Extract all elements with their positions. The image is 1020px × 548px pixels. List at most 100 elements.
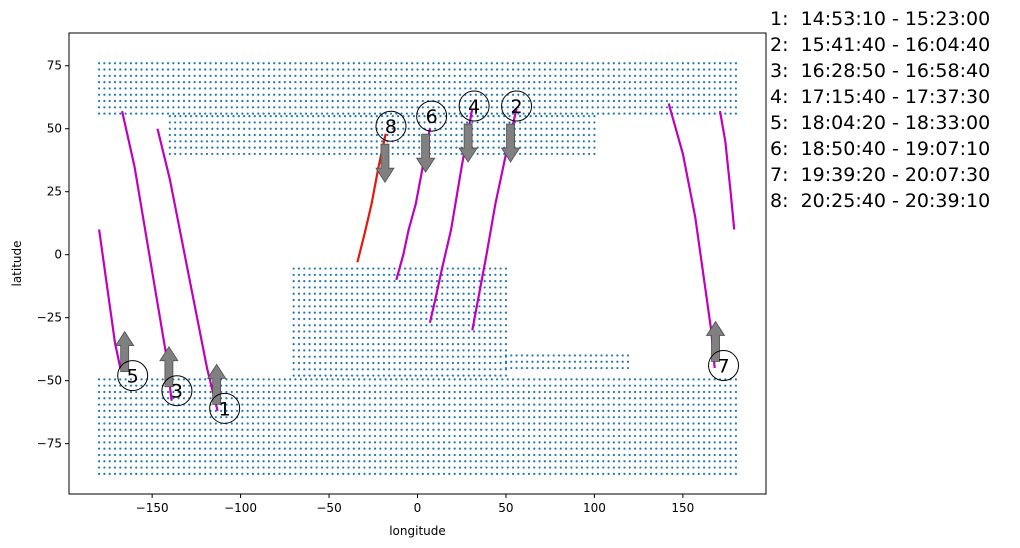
coverage-point xyxy=(113,68,117,71)
coverage-point xyxy=(366,286,370,289)
coverage-point xyxy=(172,93,175,96)
coverage-point xyxy=(430,286,433,289)
coverage-point xyxy=(550,127,554,130)
coverage-point xyxy=(273,428,276,431)
coverage-point xyxy=(243,146,246,149)
coverage-point xyxy=(591,74,594,77)
coverage-point xyxy=(488,311,492,314)
coverage-point xyxy=(458,466,462,469)
coverage-point xyxy=(145,99,148,103)
coverage-point xyxy=(412,133,416,137)
coverage-point xyxy=(129,447,133,450)
coverage-point xyxy=(487,127,490,130)
direction-arrow-icon xyxy=(114,330,135,373)
coverage-point xyxy=(644,62,647,65)
coverage-point xyxy=(458,453,462,457)
coverage-point xyxy=(372,286,375,289)
coverage-point xyxy=(193,441,196,444)
coverage-point xyxy=(308,286,311,289)
coverage-point xyxy=(331,93,334,96)
coverage-point xyxy=(729,428,732,431)
coverage-point xyxy=(166,403,170,406)
coverage-point xyxy=(368,422,371,425)
coverage-point xyxy=(97,409,101,412)
coverage-point xyxy=(324,343,327,346)
coverage-point xyxy=(476,140,479,143)
coverage-point xyxy=(221,121,225,124)
coverage-point xyxy=(384,112,387,115)
coverage-point xyxy=(702,472,706,475)
coverage-point xyxy=(361,374,364,377)
coverage-point xyxy=(384,390,387,394)
coverage-point xyxy=(458,409,462,412)
coverage-point xyxy=(649,397,653,400)
coverage-point xyxy=(586,397,589,400)
coverage-point xyxy=(538,447,541,450)
coverage-point xyxy=(462,355,465,358)
coverage-point xyxy=(230,68,233,71)
coverage-point xyxy=(586,460,589,463)
coverage-point xyxy=(340,286,343,289)
coverage-point xyxy=(538,384,541,387)
coverage-point xyxy=(474,403,477,406)
coverage-point xyxy=(350,336,354,339)
coverage-point xyxy=(432,428,435,431)
coverage-point xyxy=(395,466,398,469)
coverage-point xyxy=(129,99,133,103)
x-axis-ticks: −150 −100 −50 0 50 100 150 xyxy=(136,494,694,515)
coverage-point xyxy=(389,93,393,96)
coverage-point xyxy=(379,384,382,387)
coverage-point xyxy=(549,87,552,90)
coverage-point xyxy=(97,416,101,419)
coverage-point xyxy=(671,378,674,381)
coverage-point xyxy=(681,428,684,431)
coverage-point xyxy=(273,74,276,77)
coverage-point xyxy=(182,466,186,469)
coverage-point xyxy=(649,106,653,109)
coverage-point xyxy=(478,305,481,308)
coverage-point xyxy=(113,416,117,419)
coverage-point xyxy=(519,115,522,118)
coverage-point xyxy=(444,140,447,143)
coverage-point xyxy=(421,434,424,438)
coverage-point xyxy=(161,99,164,103)
coverage-point xyxy=(388,311,391,314)
coverage-point xyxy=(322,121,325,124)
coverage-point xyxy=(545,140,548,143)
coverage-point xyxy=(729,68,732,71)
coverage-point xyxy=(600,366,603,370)
coverage-point xyxy=(283,453,286,457)
coverage-point xyxy=(494,336,497,339)
coverage-point xyxy=(554,93,557,96)
coverage-point xyxy=(404,267,407,270)
coverage-point xyxy=(366,311,370,314)
coverage-point xyxy=(336,384,339,387)
coverage-point xyxy=(655,87,658,90)
coverage-point xyxy=(354,152,357,156)
coverage-point xyxy=(377,292,380,295)
coverage-point xyxy=(485,441,488,444)
coverage-point xyxy=(198,68,202,71)
coverage-point xyxy=(681,384,684,387)
coverage-point xyxy=(734,112,738,115)
coverage-point xyxy=(485,106,488,109)
coverage-point xyxy=(570,428,573,431)
coverage-point xyxy=(453,472,456,475)
coverage-point xyxy=(156,390,159,394)
coverage-point xyxy=(501,466,504,469)
coverage-point xyxy=(697,99,700,103)
x-tick-label: 50 xyxy=(498,501,513,515)
coverage-point xyxy=(227,152,230,156)
coverage-point xyxy=(490,106,493,109)
coverage-point xyxy=(312,140,315,143)
coverage-point xyxy=(400,81,403,84)
coverage-point xyxy=(655,447,658,450)
coverage-point xyxy=(278,62,281,65)
coverage-point xyxy=(135,74,138,77)
coverage-point xyxy=(517,472,520,475)
coverage-point xyxy=(473,368,476,371)
coverage-point xyxy=(204,384,207,387)
coverage-point xyxy=(370,115,373,118)
coverage-point xyxy=(188,378,191,381)
coverage-point xyxy=(366,343,370,346)
